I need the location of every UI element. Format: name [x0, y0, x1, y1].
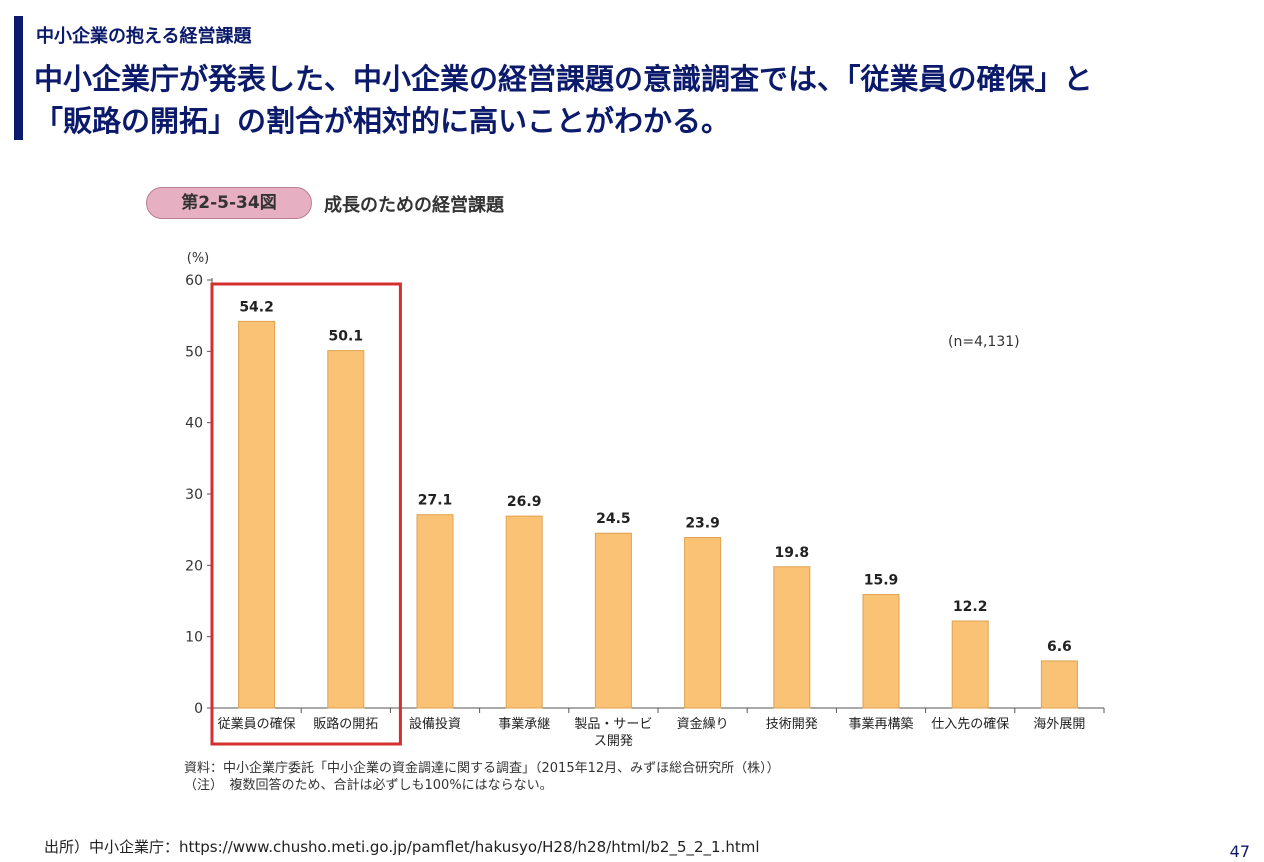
- y-tick-label: 0: [194, 701, 203, 717]
- category-label: 設備投資: [409, 716, 461, 732]
- accent-bar: [14, 16, 23, 140]
- highlight-box: [210, 282, 402, 746]
- bar: [773, 566, 811, 709]
- bar-value-label: 12.2: [953, 599, 988, 615]
- bar: [862, 594, 900, 709]
- figure-number-badge: 第2-5-34図: [146, 187, 312, 219]
- figure-title: 成長のための経営課題: [324, 195, 504, 216]
- bar-value-label: 54.2: [239, 299, 274, 315]
- bar: [416, 514, 454, 709]
- bar-value-label: 19.8: [775, 545, 810, 561]
- category-label: 販路の開拓: [313, 716, 378, 732]
- bar: [1040, 660, 1078, 709]
- bar: [327, 350, 365, 709]
- section-label: 中小企業の抱える経営課題: [36, 26, 252, 47]
- footer-source: 出所）中小企業庁：https://www.chusho.meti.go.jp/p…: [44, 838, 760, 856]
- bar-value-label: 15.9: [864, 573, 899, 589]
- category-label: 事業再構築: [848, 716, 913, 732]
- y-tick-label: 10: [185, 630, 203, 646]
- page-headline: 中小企業庁が発表した、中小企業の経営課題の意識調査では、「従業員の確保」と 「販…: [34, 58, 1234, 142]
- source-note-line-2: （注） 複数回答のため、合計は必ずしも100%にはならない。: [184, 778, 553, 793]
- source-note: 資料：中小企業庁委託「中小企業の資金調達に関する調査」（2015年12月、みずほ…: [184, 760, 780, 794]
- y-tick-label: 40: [185, 416, 203, 432]
- category-label: ス開発: [594, 734, 633, 749]
- y-tick-label: 20: [185, 558, 203, 574]
- category-label: 技術開発: [766, 717, 818, 732]
- headline-line-2: 「販路の開拓」の割合が相対的に高いことがわかる。: [34, 104, 731, 138]
- category-label: 海外展開: [1033, 717, 1085, 732]
- category-label: 仕入先の確保: [931, 716, 1009, 732]
- bar: [238, 320, 276, 709]
- bar-value-label: 27.1: [418, 493, 453, 509]
- category-label: 事業承継: [498, 716, 550, 732]
- bar: [505, 515, 543, 709]
- bar: [594, 532, 632, 709]
- bar-value-label: 24.5: [596, 511, 631, 527]
- y-axis-unit-label: (%): [187, 251, 210, 266]
- bar: [951, 620, 989, 709]
- bar-value-label: 6.6: [1047, 639, 1072, 655]
- bar-value-label: 23.9: [685, 516, 720, 532]
- headline-line-1: 中小企業庁が発表した、中小企業の経営課題の意識調査では、「従業員の確保」と: [34, 62, 1093, 96]
- category-label: 資金繰り: [677, 716, 729, 732]
- category-label: 従業員の確保: [218, 716, 296, 732]
- y-tick-label: 50: [185, 344, 203, 360]
- sample-size-annotation: (n=4,131): [948, 334, 1020, 350]
- y-tick-label: 30: [185, 487, 203, 503]
- bar: [684, 537, 722, 709]
- source-note-line-1: 資料：中小企業庁委託「中小企業の資金調達に関する調査」（2015年12月、みずほ…: [184, 761, 780, 776]
- y-tick-label: 60: [185, 273, 203, 289]
- category-label: 製品・サービ: [574, 717, 652, 732]
- bar-value-label: 50.1: [329, 329, 364, 345]
- bar-value-label: 26.9: [507, 494, 542, 510]
- page-number: 47: [1229, 842, 1250, 861]
